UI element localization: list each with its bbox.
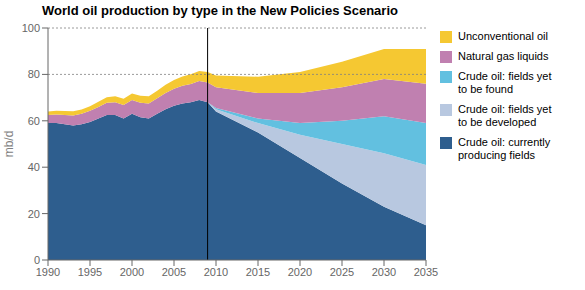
svg-text:40: 40 <box>28 161 40 173</box>
html-text:Natural gas liquids: Natural gas liquids <box>458 50 549 62</box>
html-text:World oil production by type i: World oil production by type in the New … <box>42 3 398 18</box>
svg-text:2025: 2025 <box>330 266 354 278</box>
svg-text:2015: 2015 <box>246 266 270 278</box>
html-text:Crude oil: fields yet to be fo: Crude oil: fields yet to be found <box>458 70 552 95</box>
svg-text:2020: 2020 <box>288 266 312 278</box>
svg-text:2035: 2035 <box>414 266 438 278</box>
svg-text:1990: 1990 <box>36 266 60 278</box>
svg-text:0: 0 <box>34 254 40 266</box>
svg-text:80: 80 <box>28 68 40 80</box>
html-text:Crude oil: fields yet to be de: Crude oil: fields yet to be developed <box>458 103 552 128</box>
svg-text:1995: 1995 <box>78 266 102 278</box>
svg-text:2010: 2010 <box>204 266 228 278</box>
html-text:Unconventional oil: Unconventional oil <box>458 30 548 42</box>
svg-text:2005: 2005 <box>162 266 186 278</box>
svg-text:20: 20 <box>28 208 40 220</box>
html-text:Crude oil: currently producing: Crude oil: currently producing fields <box>458 136 551 161</box>
svg-text:2030: 2030 <box>372 266 396 278</box>
svg-text:mb/d: mb/d <box>2 131 16 158</box>
svg-text:100: 100 <box>22 22 40 34</box>
svg-text:2000: 2000 <box>120 266 144 278</box>
svg-text:60: 60 <box>28 115 40 127</box>
